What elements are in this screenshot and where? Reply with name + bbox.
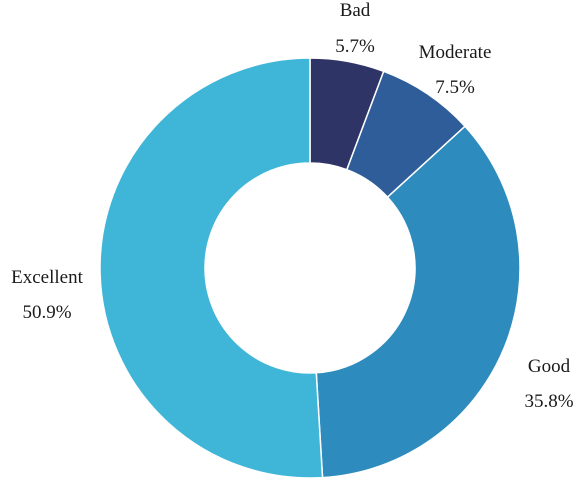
donut-slices bbox=[99, 57, 521, 479]
label-moderate-value: 7.5% bbox=[435, 77, 475, 98]
label-excellent-value: 50.9% bbox=[22, 302, 71, 323]
label-moderate-name: Moderate bbox=[419, 42, 492, 63]
label-good-name: Good bbox=[528, 356, 571, 377]
label-excellent-name: Excellent bbox=[11, 267, 83, 288]
label-good-value: 35.8% bbox=[524, 391, 573, 412]
label-bad-value: 5.7% bbox=[335, 36, 375, 57]
slice-excellent bbox=[99, 57, 324, 479]
label-bad-name: Bad bbox=[340, 0, 371, 21]
donut-labels: Bad 5.7% Moderate 7.5% Good 35.8% Excell… bbox=[11, 0, 574, 412]
slice-good bbox=[315, 125, 521, 479]
